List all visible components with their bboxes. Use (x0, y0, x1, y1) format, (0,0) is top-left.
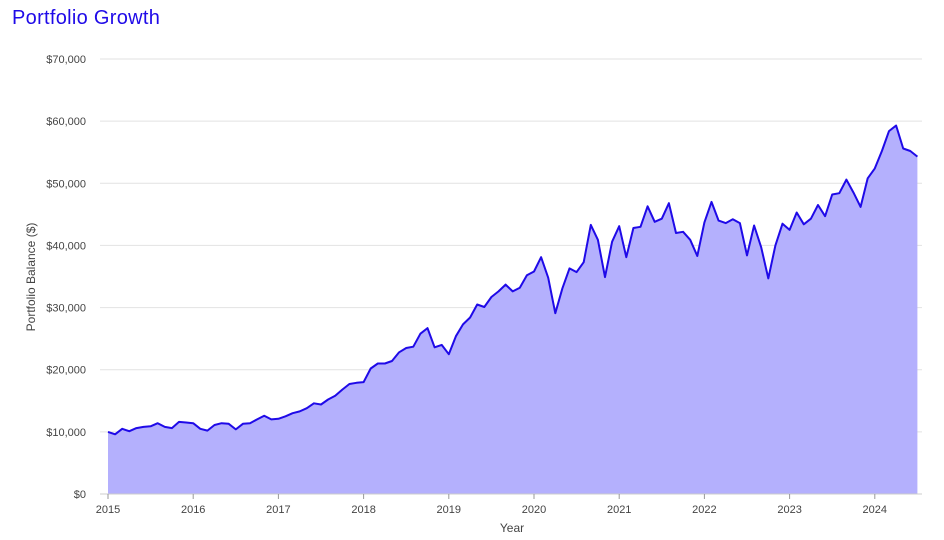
series-area-fill (108, 125, 918, 494)
y-axis-ticks: $0 $10,000 $20,000 $30,000 $40,000 $50,000 $60… (46, 54, 86, 501)
x-tick-label: 2021 (607, 504, 631, 516)
x-tick-label: 2022 (692, 504, 716, 516)
y-tick-label: $0 (74, 489, 86, 501)
x-tick-label: 2015 (96, 504, 120, 516)
area-layer (108, 125, 918, 494)
y-axis-label: Portfolio Balance ($) (24, 223, 38, 332)
x-axis-label: Year (500, 521, 524, 535)
x-tick-label: 2020 (522, 504, 546, 516)
x-tick-label: 2024 (863, 504, 887, 516)
y-tick-label: $60,000 (46, 116, 86, 128)
series-line (107, 124, 919, 436)
x-tick-label: 2023 (777, 504, 801, 516)
x-tick-label: 2016 (181, 504, 205, 516)
x-axis-ticks: 2015 2016 2017 2018 2019 2020 2021 2022 2023 2024 (96, 493, 922, 516)
y-tick-label: $70,000 (46, 54, 86, 66)
y-tick-label: $30,000 (46, 303, 86, 315)
y-tick-label: $20,000 (46, 365, 86, 377)
x-tick-label: 2019 (437, 504, 461, 516)
line-layer (107, 124, 919, 436)
x-tick-label: 2017 (266, 504, 290, 516)
y-tick-label: $10,000 (46, 427, 86, 439)
x-tick-label: 2018 (351, 504, 375, 516)
y-tick-label: $40,000 (46, 240, 86, 252)
y-tick-label: $50,000 (46, 178, 86, 190)
chart-title: Portfolio Growth (12, 7, 161, 29)
